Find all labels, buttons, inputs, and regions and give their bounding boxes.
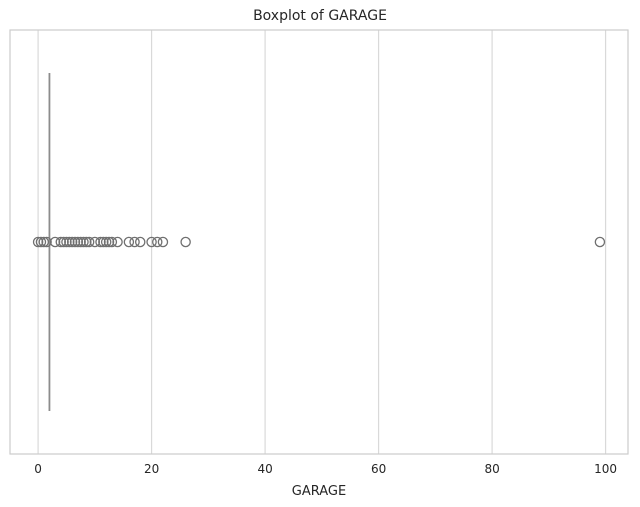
x-tick-label: 20 [144, 462, 159, 476]
outlier-point [180, 236, 191, 248]
x-tick-labels: 0 20 40 60 80 100 [34, 462, 617, 476]
outlier-point [81, 236, 92, 248]
outlier-point [95, 236, 106, 248]
outlier-point [83, 236, 95, 248]
outlier-point [157, 236, 169, 248]
outlier-point [72, 236, 84, 248]
outlier-point [64, 236, 75, 248]
outlier-points [32, 236, 606, 248]
outlier-point [32, 236, 44, 248]
outlier-point [98, 236, 109, 248]
outlier-point [103, 236, 115, 248]
x-tick-label: 80 [484, 462, 499, 476]
x-tick-label: 100 [594, 462, 617, 476]
outlier-point [58, 236, 69, 248]
outlier-point [35, 236, 47, 248]
outlier-point [41, 236, 52, 248]
outlier-point [69, 236, 81, 248]
x-tick-label: 0 [34, 462, 42, 476]
outlier-point [100, 236, 112, 248]
outlier-point [594, 236, 606, 248]
x-tick-label: 40 [257, 462, 272, 476]
outlier-point [146, 236, 157, 248]
outlier-point [106, 236, 118, 248]
outlier-point [134, 236, 146, 248]
grid-lines [37, 30, 607, 454]
x-axis-label: GARAGE [292, 484, 346, 499]
outlier-point [66, 236, 78, 248]
outlier-point [75, 236, 86, 248]
outlier-point [61, 236, 72, 248]
outlier-point [55, 236, 67, 248]
x-tick-label: 60 [371, 462, 386, 476]
outlier-point [38, 236, 50, 248]
outlier-point [112, 236, 123, 248]
outlier-point [49, 236, 61, 248]
outlier-point [152, 236, 163, 248]
outlier-point [123, 236, 135, 248]
outlier-point [78, 236, 89, 248]
chart-title: Boxplot of GARAGE [253, 8, 387, 24]
outlier-point [89, 236, 101, 248]
plot-frame [9, 29, 629, 455]
outlier-point [129, 236, 140, 248]
